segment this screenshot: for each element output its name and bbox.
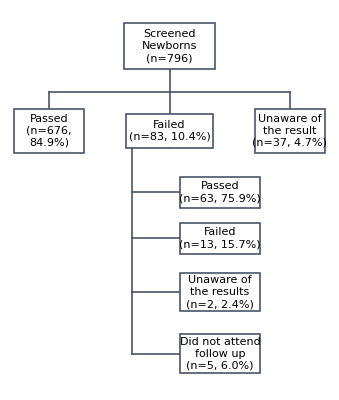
FancyBboxPatch shape [180,334,260,373]
FancyBboxPatch shape [14,109,84,153]
FancyBboxPatch shape [180,177,260,208]
Text: Passed
(n=676,
84.9%): Passed (n=676, 84.9%) [26,114,72,148]
Text: Passed
(n=63, 75.9%): Passed (n=63, 75.9%) [179,181,261,203]
FancyBboxPatch shape [124,23,215,70]
Text: Screened
Newborns
(n=796): Screened Newborns (n=796) [142,29,197,63]
Text: Unaware of
the result
(n=37, 4.7%): Unaware of the result (n=37, 4.7%) [253,114,327,148]
FancyBboxPatch shape [125,114,214,148]
FancyBboxPatch shape [180,273,260,311]
Text: Failed
(n=83, 10.4%): Failed (n=83, 10.4%) [128,120,211,142]
Text: Failed
(n=13, 15.7%): Failed (n=13, 15.7%) [179,227,261,250]
Text: Unaware of
the results
(n=2, 2.4%): Unaware of the results (n=2, 2.4%) [186,275,254,309]
Text: Did not attend
follow up
(n=5, 6.0%): Did not attend follow up (n=5, 6.0%) [180,336,260,370]
FancyBboxPatch shape [180,223,260,254]
FancyBboxPatch shape [255,109,325,153]
